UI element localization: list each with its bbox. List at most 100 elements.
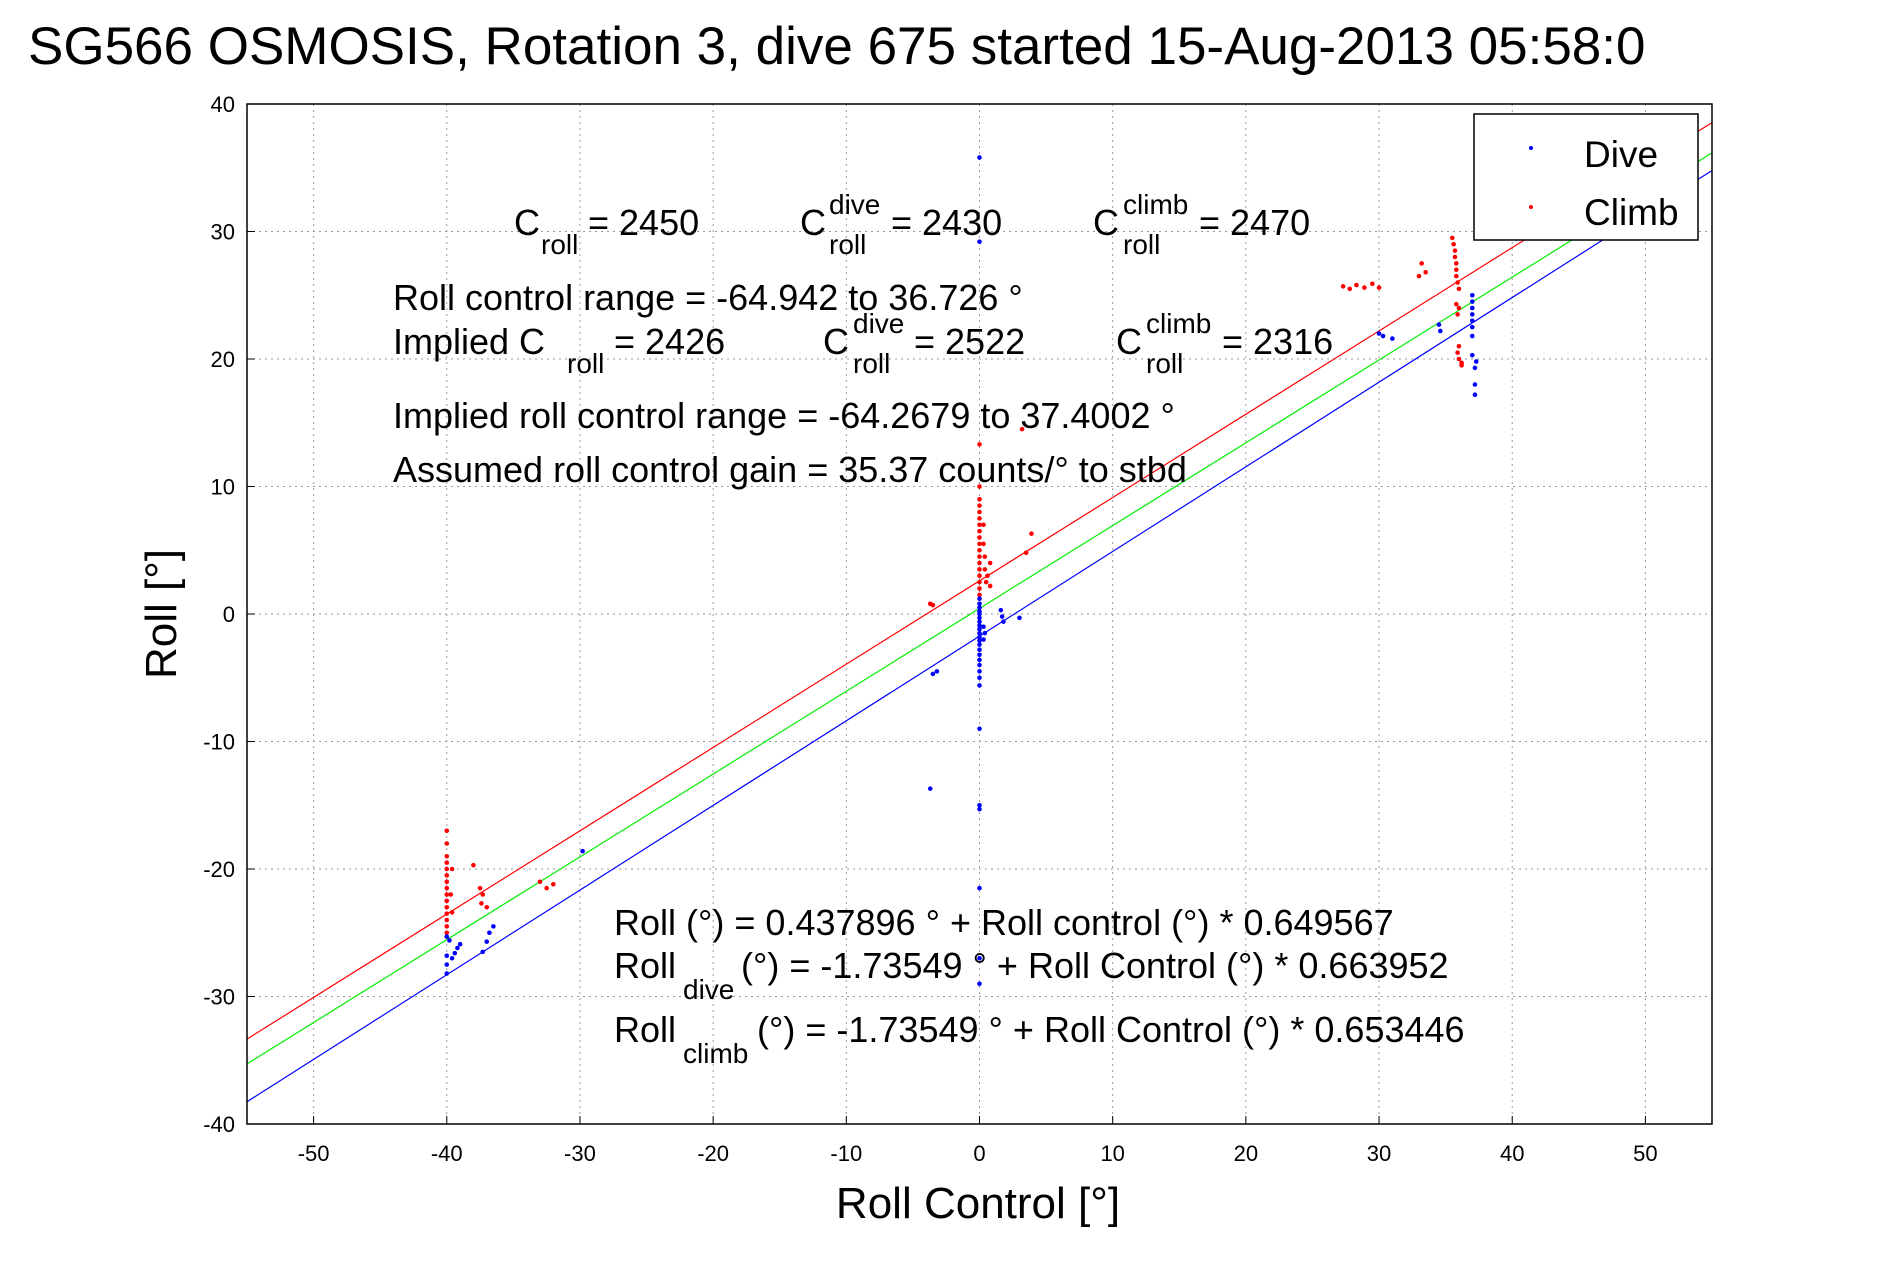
climb-point xyxy=(1455,312,1460,317)
implied-c-label: Implied C xyxy=(393,321,545,362)
climb-point xyxy=(1449,235,1455,241)
climb-point xyxy=(1456,343,1462,349)
axis-ticks: -50 -40 -30 -20 -10 0 10 20 30 40 50 -40 -30 -20 -10 0 1… xyxy=(203,92,1657,1166)
dive-point xyxy=(1469,324,1475,330)
implied-climb-sub: roll xyxy=(1146,348,1183,379)
fit-climb-sub: climb xyxy=(683,1038,748,1069)
dive-point xyxy=(444,971,450,976)
c-roll-label: C xyxy=(514,202,540,243)
climb-point xyxy=(444,828,450,834)
dive-point xyxy=(977,647,982,652)
dive-point xyxy=(977,623,982,628)
dive-point xyxy=(977,669,982,674)
climb-point xyxy=(1029,531,1034,536)
climb-point xyxy=(987,583,993,589)
dive-point xyxy=(977,802,982,808)
climb-point xyxy=(1453,301,1459,307)
dive-point xyxy=(977,657,982,663)
dive-point xyxy=(1469,312,1475,317)
dive-point xyxy=(934,669,940,674)
dive-point xyxy=(977,806,982,812)
dive-point xyxy=(977,630,982,636)
climb-point xyxy=(977,567,982,572)
fit-climb-prefix: Roll xyxy=(614,1009,676,1050)
climb-point xyxy=(1453,261,1459,266)
dive-point xyxy=(977,611,982,617)
implied-c-sub: roll xyxy=(567,348,604,379)
legend-dive-marker xyxy=(1529,146,1533,150)
dive-point xyxy=(977,652,982,658)
chart-title: SG566 OSMOSIS, Rotation 3, dive 675 star… xyxy=(28,17,1645,76)
climb-point xyxy=(1347,286,1353,292)
gain-text: Assumed roll control gain = 35.37 counts… xyxy=(393,449,1187,490)
implied-climb-value: = 2316 xyxy=(1222,321,1333,362)
climb-point xyxy=(1019,426,1025,432)
dive-point xyxy=(977,615,982,621)
implied-dive-value: = 2522 xyxy=(914,321,1025,362)
climb-point xyxy=(977,573,982,579)
dive-point xyxy=(977,605,982,610)
c-roll-value: = 2450 xyxy=(588,202,699,243)
dive-point xyxy=(977,619,982,624)
climb-point xyxy=(444,930,450,936)
y-tick-label: 10 xyxy=(211,475,235,500)
x-tick-label: -30 xyxy=(564,1141,596,1166)
climb-point xyxy=(977,503,982,508)
y-axis-label: Roll [°] xyxy=(137,549,186,679)
climb-point xyxy=(444,853,450,859)
climb-point xyxy=(444,879,450,885)
climb-point xyxy=(471,862,476,868)
climb-point xyxy=(1453,273,1459,279)
climb-point xyxy=(444,917,450,923)
y-tick-label: 20 xyxy=(211,347,235,372)
implied-dive-label: C xyxy=(823,321,849,362)
dive-point xyxy=(977,642,982,647)
climb-point xyxy=(1455,280,1460,285)
c-climb-label: C xyxy=(1093,202,1119,243)
climb-point xyxy=(981,522,986,528)
c-dive-value: = 2430 xyxy=(891,202,1002,243)
climb-point xyxy=(977,586,982,591)
climb-point xyxy=(982,554,988,559)
climb-point xyxy=(1376,285,1382,290)
climb-point xyxy=(449,866,455,872)
roll-control-range-text: Roll control range = -64.942 to 36.726 ° xyxy=(393,277,1023,318)
c-roll-annotations: C roll = 2450 C dive roll = 2430 C climb… xyxy=(514,189,1310,260)
dive-point xyxy=(452,950,458,956)
dive-point xyxy=(1469,299,1475,304)
dive-point xyxy=(1469,305,1475,311)
dive-point xyxy=(1380,333,1386,339)
x-tick-label: 50 xyxy=(1633,1141,1657,1166)
fit-roll-equation: Roll (°) = 0.437896 ° + Roll control (°)… xyxy=(614,902,1394,943)
implied-range-text: Implied roll control range = -64.2679 to… xyxy=(393,395,1175,436)
fit-dive-equation: Roll dive (°) = -1.73549 ° + Roll Contro… xyxy=(614,945,1449,1005)
climb-point xyxy=(444,904,450,910)
climb-point xyxy=(1452,254,1458,260)
fit-climb-rest: (°) = -1.73549 ° + Roll Control (°) * 0.… xyxy=(757,1009,1465,1050)
fit-climb-equation: Roll climb (°) = -1.73549 ° + Roll Contr… xyxy=(614,1009,1465,1069)
climb-point xyxy=(1455,350,1460,355)
climb-point xyxy=(444,892,450,897)
climb-point xyxy=(1419,261,1424,266)
climb-point xyxy=(983,579,989,585)
dive-point xyxy=(981,637,986,642)
climb-point xyxy=(480,892,486,897)
implied-c-value: = 2426 xyxy=(614,321,725,362)
y-tick-label: -30 xyxy=(203,985,235,1010)
climb-point xyxy=(981,541,986,547)
x-tick-label: 40 xyxy=(1500,1141,1524,1166)
legend: Dive Climb xyxy=(1473,113,1699,241)
fit-dive-prefix: Roll xyxy=(614,945,676,986)
y-tick-label: 30 xyxy=(211,220,235,245)
climb-point xyxy=(977,516,982,521)
dive-point xyxy=(977,683,982,688)
dive-point xyxy=(1469,292,1475,298)
x-tick-label: 30 xyxy=(1367,1141,1391,1166)
climb-point xyxy=(484,904,490,910)
implied-c-annotations: Implied C roll = 2426 C dive roll = 2522… xyxy=(393,308,1333,379)
climb-point xyxy=(449,910,455,915)
dive-point xyxy=(977,155,982,160)
climb-point xyxy=(448,892,454,897)
climb-point xyxy=(982,567,988,572)
